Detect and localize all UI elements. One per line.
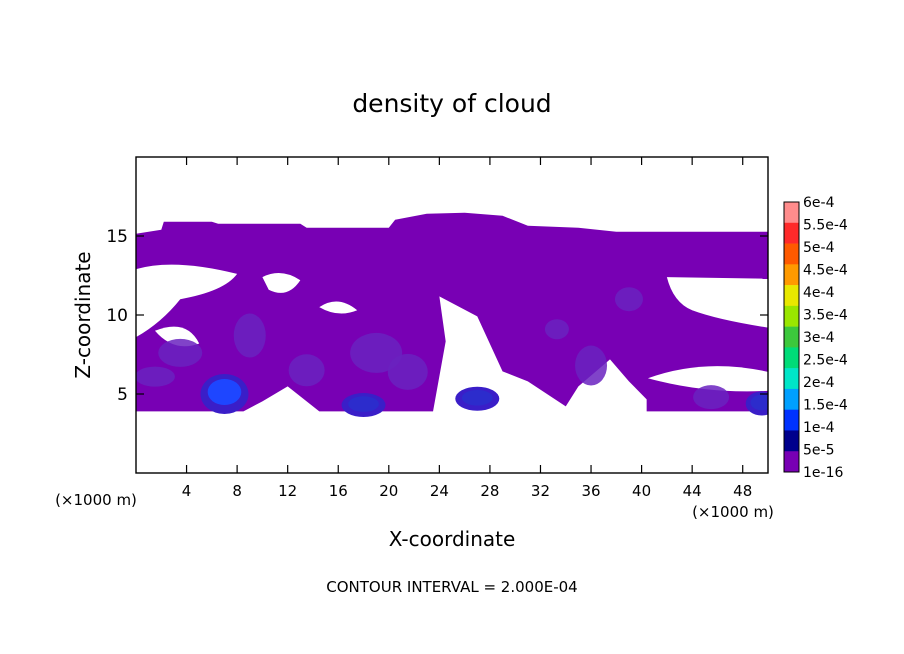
mid-density-patch (136, 366, 175, 387)
cloud-density-field (136, 212, 768, 418)
y-axis-label: Z-coordinate (71, 251, 95, 378)
colorbar-swatch (784, 409, 799, 431)
mid-density-patch (288, 354, 325, 387)
colorbar-label: 6e-4 (803, 195, 835, 211)
x-tick-label: 48 (733, 482, 752, 500)
colorbar-label: 5.5e-4 (803, 218, 848, 234)
y-tick-label: 15 (106, 227, 128, 247)
clear-air-gap (262, 273, 301, 293)
colorbar-swatch (784, 222, 799, 244)
colorbar-label: 5e-4 (803, 240, 835, 256)
x-tick-label: 44 (683, 482, 702, 500)
chart-title: density of cloud (352, 89, 551, 118)
mid-density-patch (575, 345, 608, 386)
colorbar-label: 1e-16 (803, 465, 843, 481)
x-unit-left: (×1000 m) (55, 491, 137, 509)
colorbar-label: 1e-4 (803, 420, 835, 436)
x-tick-label: 36 (581, 482, 600, 500)
colorbar-swatch (784, 347, 799, 369)
colorbar-swatch (784, 264, 799, 286)
clear-air-gap (647, 366, 768, 392)
x-unit-right: (×1000 m) (692, 503, 774, 521)
cloud-core-center (348, 396, 379, 412)
mid-density-patch (387, 353, 428, 390)
y-axis-ticks: 5 10 15 (106, 227, 768, 405)
x-tick-label: 40 (632, 482, 651, 500)
colorbar-swatch (784, 202, 799, 224)
colorbar-swatch (784, 388, 799, 410)
clear-air-gap (666, 277, 768, 328)
cloud-core-center (461, 389, 493, 406)
x-tick-label: 12 (278, 482, 297, 500)
contour-interval-footer: CONTOUR INTERVAL = 2.000E-04 (326, 578, 577, 596)
x-tick-label: 4 (182, 482, 192, 500)
x-axis-ticks: 4 8 12 16 20 24 28 32 36 40 44 48 (182, 157, 752, 500)
colorbar-label: 4e-4 (803, 285, 835, 301)
colorbar-swatch (784, 430, 799, 452)
colorbar-label: 2e-4 (803, 375, 835, 391)
mid-density-patch (693, 385, 730, 410)
colorbar: 6e-4 5.5e-4 5e-4 4.5e-4 4e-4 3.5e-4 3e-4 2.5e-4… (783, 195, 848, 481)
colorbar-swatch (784, 326, 799, 348)
clear-air-gap (136, 264, 238, 338)
mid-density-patch (233, 313, 266, 358)
cloud-core-center (207, 379, 242, 405)
colorbar-label: 5e-5 (803, 443, 834, 459)
mid-density-patch (158, 338, 203, 367)
x-tick-label: 24 (430, 482, 449, 500)
clear-air-gap (319, 301, 358, 314)
colorbar-label: 2.5e-4 (803, 353, 848, 369)
colorbar-label: 3.5e-4 (803, 308, 848, 324)
cloud-field-group (136, 212, 768, 418)
y-tick-label: 5 (117, 385, 128, 405)
x-axis-label: X-coordinate (389, 527, 516, 551)
y-tick-label: 10 (106, 306, 128, 326)
colorbar-swatch (784, 368, 799, 390)
cloud-core-center (750, 394, 768, 411)
colorbar-swatch (784, 285, 799, 307)
x-tick-label: 20 (379, 482, 398, 500)
x-tick-label: 28 (480, 482, 499, 500)
x-tick-label: 8 (232, 482, 242, 500)
colorbar-swatch (784, 451, 799, 473)
mid-density-patch (350, 332, 403, 373)
x-tick-label: 32 (531, 482, 550, 500)
x-tick-label: 16 (329, 482, 348, 500)
colorbar-label: 1.5e-4 (803, 398, 848, 414)
mid-density-patch (544, 319, 569, 340)
colorbar-label: 3e-4 (803, 330, 835, 346)
colorbar-swatch (784, 305, 799, 327)
colorbar-label: 4.5e-4 (803, 263, 848, 279)
colorbar-swatch (784, 243, 799, 265)
mid-density-patch (614, 287, 643, 312)
colorbar-frame (783, 201, 800, 473)
